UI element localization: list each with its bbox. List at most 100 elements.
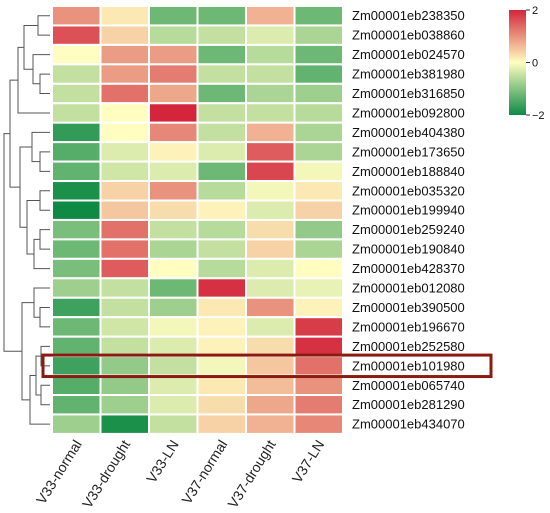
dendrogram-branch (17, 46, 50, 114)
heatmap-cell (51, 374, 102, 396)
row-labels: Zm00001eb238350 Zm00001eb038860 Zm00001eb0… (352, 8, 465, 431)
dendrogram-branch (3, 133, 22, 352)
colorbar-tick-label: −2 (532, 110, 545, 122)
heatmap-cell (99, 180, 150, 202)
heatmap-cell (196, 316, 247, 338)
heatmap-cell (293, 277, 344, 299)
heatmap-cell (245, 296, 296, 319)
heatmap-cell (148, 335, 199, 358)
heatmap-cell (99, 296, 150, 319)
heatmap-cell (51, 277, 102, 299)
row-label: Zm00001eb190840 (352, 242, 465, 257)
heatmap-cell (293, 413, 344, 435)
dendrogram-branch (39, 229, 50, 250)
heatmap-cell (245, 394, 296, 416)
heatmap-cell (148, 141, 199, 163)
row-label: Zm00001eb012080 (352, 281, 465, 296)
row-label: Zm00001eb404380 (352, 125, 465, 140)
heatmap-cell (293, 199, 344, 221)
heatmap-cell (293, 82, 344, 105)
heatmap-cell (51, 257, 102, 280)
heatmap-cell (99, 199, 150, 221)
heatmap-cell (293, 257, 344, 280)
heatmap-cell (245, 199, 296, 221)
heatmap-cell (196, 277, 247, 299)
heatmap-cell (196, 121, 247, 144)
heatmap-cell (196, 160, 247, 183)
heatmap-cell (293, 394, 344, 416)
heatmap-cell (51, 5, 102, 27)
heatmap-cell (148, 180, 199, 202)
heatmap-cell (99, 335, 150, 358)
dendrogram-branch (39, 190, 50, 211)
heatmap-cell (148, 413, 199, 435)
heatmap-cell (293, 63, 344, 85)
row-label: Zm00001eb259240 (352, 222, 465, 237)
heatmap-cell (245, 413, 296, 435)
column-label: V37-drought (224, 437, 278, 511)
heatmap-cell (196, 5, 247, 27)
heatmap-cell (148, 296, 199, 319)
heatmap-cell (293, 43, 344, 66)
heatmap-cell (196, 394, 247, 416)
heatmap-cell (196, 102, 247, 124)
heatmap-cell (148, 24, 199, 46)
heatmap-cell (293, 180, 344, 202)
heatmap-cell (99, 160, 150, 183)
heatmap-cell (245, 316, 296, 338)
heatmap-cell (99, 5, 150, 27)
heatmap-cell (196, 199, 247, 221)
heatmap-cell (51, 102, 102, 124)
heatmap-cell (148, 43, 199, 66)
heatmap-cell (148, 277, 199, 299)
heatmap-cell (99, 257, 150, 280)
dendrogram-branch (37, 15, 50, 36)
heatmap-cell (51, 238, 102, 260)
row-label: Zm00001eb428370 (352, 261, 465, 276)
heatmap-cell (99, 238, 150, 260)
heatmap-cell (196, 257, 247, 280)
highlight-box (41, 353, 493, 379)
heatmap-cell (196, 218, 247, 241)
heatmap-cell (245, 277, 296, 299)
row-label: Zm00001eb196670 (352, 319, 465, 334)
heatmap-cell (51, 24, 102, 46)
heatmap-cells (51, 5, 344, 435)
heatmap-cell (99, 355, 150, 377)
heatmap-cell (51, 316, 102, 338)
heatmap-cell (196, 374, 247, 396)
row-label: Zm00001eb092800 (352, 105, 465, 120)
row-label: Zm00001eb038860 (352, 28, 465, 43)
heatmap-cell (245, 102, 296, 124)
row-label: Zm00001eb316850 (352, 86, 465, 101)
dendrogram-branch (32, 54, 50, 85)
heatmap-cell (196, 63, 247, 85)
dendrogram-branch (40, 384, 50, 406)
heatmap-cell (293, 238, 344, 260)
colorbar-tick-label: 2 (532, 5, 538, 17)
heatmap-cell (196, 355, 247, 377)
heatmap-cell (51, 121, 102, 144)
heatmap-cell (51, 82, 102, 105)
row-dendrogram (3, 15, 50, 425)
heatmap-cell (148, 218, 199, 241)
heatmap-cell (99, 413, 150, 435)
row-label: Zm00001eb188840 (352, 164, 465, 179)
heatmap-cell (148, 374, 199, 396)
dendrogram-branch (39, 73, 50, 95)
heatmap-cell (293, 218, 344, 241)
column-label: V37-normal (178, 437, 230, 507)
heatmap-cell (99, 121, 150, 144)
column-label: V37-LN (289, 437, 328, 486)
dendrogram-branch (39, 151, 50, 172)
heatmap-cell (51, 394, 102, 416)
heatmap-cell (51, 296, 102, 319)
heatmap-cell (196, 43, 247, 66)
heatmap-cell (245, 374, 296, 396)
heatmap-cell (245, 257, 296, 280)
heatmap-cell (99, 394, 150, 416)
heatmap-cell (245, 355, 296, 377)
heatmap-cell (148, 394, 199, 416)
